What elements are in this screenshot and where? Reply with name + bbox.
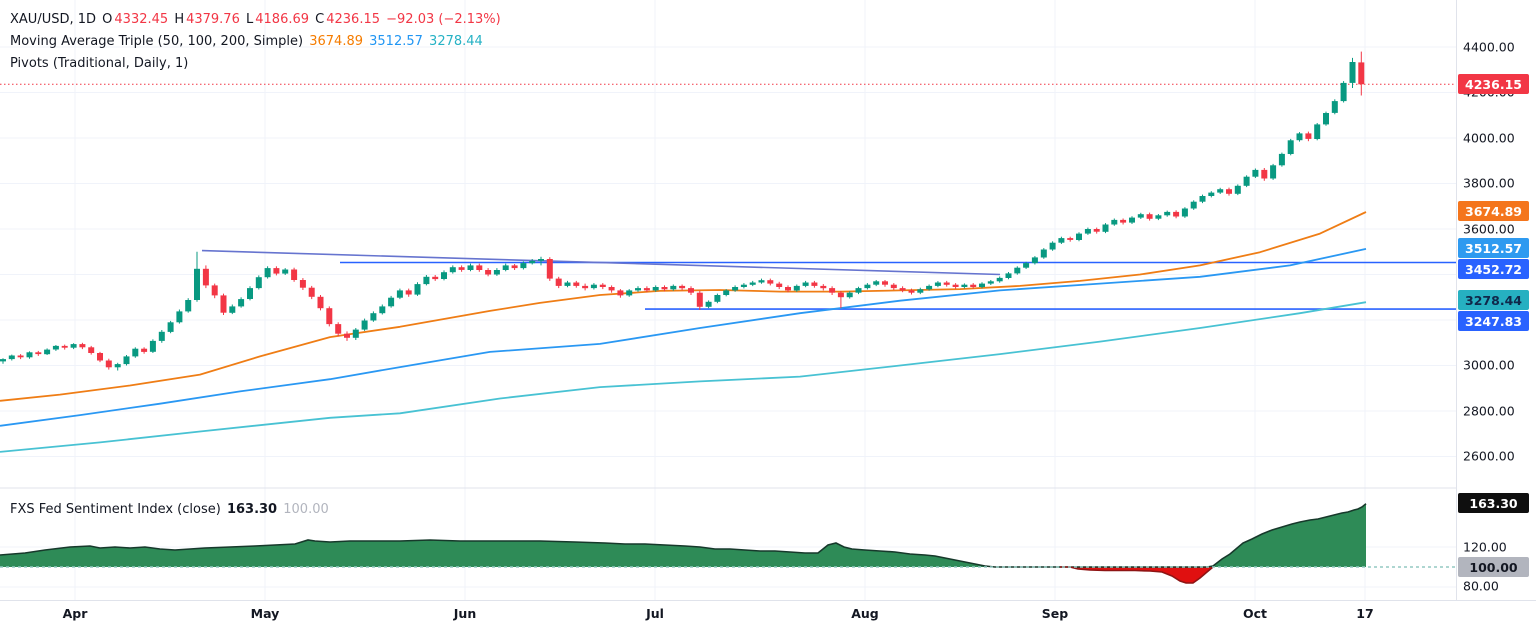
- price-axis-label: 120.00: [1463, 539, 1507, 555]
- time-axis[interactable]: Apr May Jun Jul Aug Sep Oct 17: [0, 600, 1536, 630]
- ma100-line: [0, 248, 1367, 427]
- pivots-legend-row[interactable]: Pivots (Traditional, Daily, 1): [10, 56, 190, 71]
- price-axis-label: 3600.00: [1463, 221, 1515, 237]
- symbol-title[interactable]: XAU/USD, 1D: [10, 12, 97, 27]
- price-badge: 3512.57: [1458, 238, 1529, 258]
- ma200-line: [0, 301, 1367, 453]
- sentiment-legend-row[interactable]: FXS Fed Sentiment Index (close) 163.30 1…: [10, 502, 331, 517]
- ma-indicator-title[interactable]: Moving Average Triple (50, 100, 200, Sim…: [10, 34, 304, 49]
- price-badge: 3674.89: [1458, 201, 1529, 221]
- ma50-value: 3674.89: [309, 34, 363, 49]
- price-axis-label: 4400.00: [1463, 39, 1515, 55]
- sentiment-value: 163.30: [226, 502, 278, 517]
- symbol-legend-row[interactable]: XAU/USD, 1D O 4332.45 H 4379.76 L 4186.69 C…: [10, 12, 503, 27]
- sentiment-area-negative: [0, 567, 1366, 583]
- time-axis-label: Oct: [1242, 606, 1268, 621]
- time-axis-label: Apr: [62, 606, 88, 621]
- price-badge: 3278.44: [1458, 290, 1529, 310]
- ohlc-close-label: C: [315, 12, 325, 27]
- ma100-value: 3512.57: [369, 34, 423, 49]
- change-value: −92.03 (−2.13%): [386, 12, 501, 27]
- ohlc-open-label: O: [102, 12, 113, 27]
- ma50-line: [0, 211, 1367, 402]
- time-axis-label: May: [250, 606, 280, 621]
- sentiment-area-positive: [0, 503, 1366, 567]
- price-axis-label: 3800.00: [1463, 175, 1515, 191]
- ohlc-low-label: L: [246, 12, 254, 27]
- price-axis-label: 3000.00: [1463, 357, 1515, 373]
- time-axis-label: Aug: [851, 606, 879, 621]
- price-badge: 4236.15: [1458, 74, 1529, 94]
- price-badge: 3452.72: [1458, 259, 1529, 279]
- price-badge: 163.30: [1458, 493, 1529, 513]
- ohlc-high-value: 4379.76: [186, 12, 240, 27]
- price-axis[interactable]: 4400.004200.004000.003800.003600.003000.…: [1456, 0, 1536, 600]
- ohlc-open-value: 4332.45: [114, 12, 169, 27]
- ohlc-low-value: 4186.69: [255, 12, 310, 27]
- time-axis-label: Sep: [1041, 606, 1069, 621]
- sentiment-indicator-title[interactable]: FXS Fed Sentiment Index (close): [10, 502, 221, 517]
- ma-triple-legend-row[interactable]: Moving Average Triple (50, 100, 200, Sim…: [10, 34, 485, 49]
- price-axis-label: 2600.00: [1463, 448, 1515, 464]
- pivots-indicator-title[interactable]: Pivots (Traditional, Daily, 1): [10, 56, 189, 71]
- trendline: [201, 249, 1001, 276]
- price-badge: 3247.83: [1458, 311, 1529, 331]
- price-chart-canvas[interactable]: [0, 0, 1456, 600]
- ohlc-close-value: 4236.15: [326, 12, 380, 27]
- time-axis-label: Jul: [646, 606, 664, 621]
- time-axis-label: Jun: [453, 606, 477, 621]
- price-axis-label: 4000.00: [1463, 130, 1515, 146]
- time-axis-label: 17: [1356, 606, 1374, 621]
- ohlc-high-label: H: [174, 12, 185, 27]
- sentiment-baseline-value: 100.00: [283, 502, 329, 517]
- price-axis-label: 80.00: [1463, 578, 1499, 594]
- price-axis-label: 2800.00: [1463, 403, 1515, 419]
- ma200-value: 3278.44: [429, 34, 483, 49]
- price-badge: 100.00: [1458, 557, 1529, 577]
